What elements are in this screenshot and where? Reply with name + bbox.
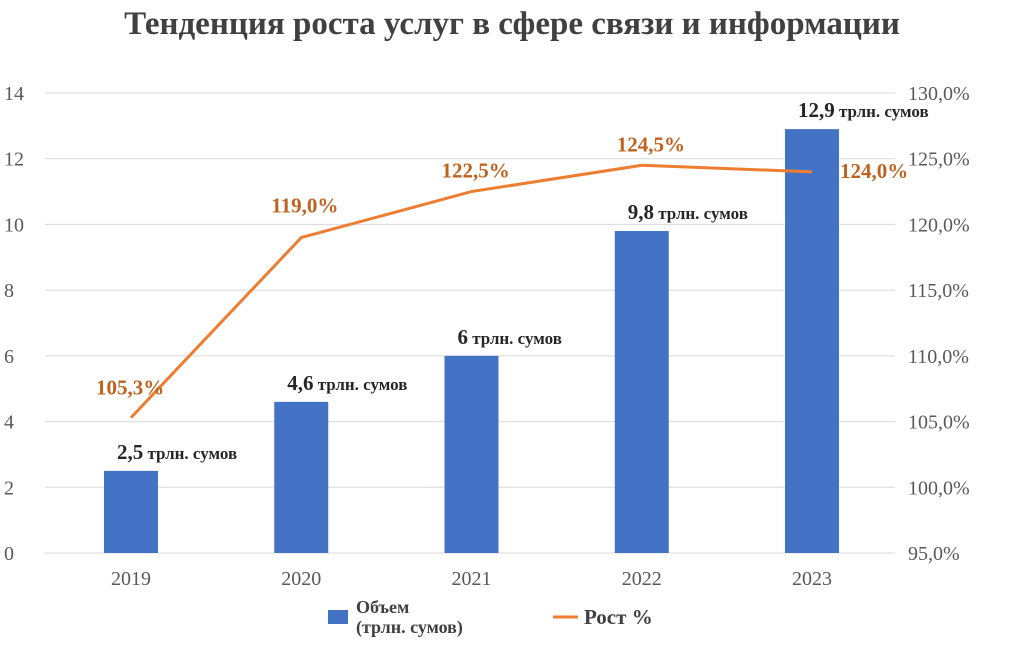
line-value-label: 119,0%: [271, 194, 338, 218]
legend-label-line: Рост %: [584, 605, 653, 629]
y-left-tick-label: 0: [4, 543, 14, 565]
bar-value-label: 4,6 трлн. сумов: [287, 371, 407, 395]
legend-label-bar: Объем: [356, 597, 409, 617]
y-left-tick-label: 10: [4, 214, 24, 236]
bar: [274, 401, 329, 553]
bar: [444, 355, 499, 553]
bar-value-label: 9,8 трлн. сумов: [628, 200, 748, 224]
x-tick-label: 2023: [792, 568, 832, 590]
x-tick-label: 2021: [452, 568, 492, 590]
y-right-tick-label: 100,0%: [908, 477, 970, 499]
y-right-tick-label: 120,0%: [908, 214, 970, 236]
x-tick-label: 2020: [281, 568, 321, 590]
bar: [104, 470, 158, 553]
line-value-label: 124,0%: [840, 159, 908, 183]
bar: [614, 231, 669, 553]
bar-value-label: 6 трлн. сумов: [458, 325, 562, 349]
line-value-label: 124,5%: [617, 132, 685, 156]
growth-line: [129, 163, 813, 419]
y-right-tick-label: 105,0%: [908, 412, 970, 434]
y-right-tick-label: 110,0%: [908, 346, 969, 368]
line-value-label: 105,3%: [96, 376, 164, 400]
legend-bar-swatch: [328, 610, 348, 624]
y-left-tick-label: 6: [4, 346, 14, 368]
x-tick-label: 2022: [622, 568, 662, 590]
y-left-tick-label: 14: [4, 83, 24, 105]
bar-value-label: 2,5 трлн. сумов: [117, 440, 237, 464]
y-right-tick-label: 130,0%: [908, 83, 970, 105]
line-value-label: 122,5%: [442, 159, 510, 183]
x-tick-label: 2019: [111, 568, 151, 590]
y-right-tick-label: 125,0%: [908, 149, 970, 171]
legend-label-bar-unit: (трлн. сумов): [356, 617, 463, 638]
bar-value-label: 12,9 трлн. сумов: [798, 98, 929, 122]
y-left-tick-label: 12: [4, 149, 24, 171]
chart-title: Тенденция роста услуг в сфере связи и ин…: [124, 6, 900, 42]
y-left-tick-label: 8: [4, 280, 14, 302]
y-left-tick-label: 4: [4, 412, 14, 434]
bar: [785, 129, 839, 553]
y-right-tick-label: 115,0%: [908, 280, 969, 302]
y-left-tick-label: 2: [4, 477, 14, 499]
y-right-tick-label: 95,0%: [908, 543, 960, 565]
